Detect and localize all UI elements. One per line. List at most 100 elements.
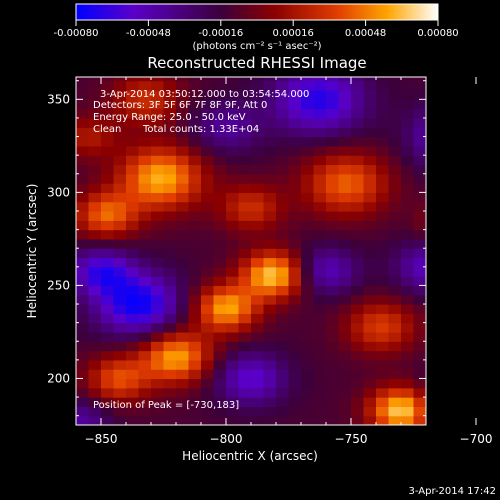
heatmap-cell xyxy=(313,90,327,100)
heatmap-cell xyxy=(176,387,190,398)
heatmap-cell xyxy=(413,331,426,342)
heatmap-cell xyxy=(238,397,252,407)
heatmap-cell xyxy=(263,359,277,370)
heatmap-cell xyxy=(401,80,415,91)
heatmap-cell xyxy=(401,369,415,380)
heatmap-cell xyxy=(163,313,177,324)
heatmap-cell xyxy=(151,313,165,324)
heatmap-cell xyxy=(288,257,302,268)
heatmap-cell xyxy=(188,276,202,287)
heatmap-cell xyxy=(76,331,90,342)
heatmap-cell xyxy=(326,192,340,203)
heatmap-cell xyxy=(363,415,377,425)
heatmap-cell xyxy=(301,341,315,352)
heatmap-cell xyxy=(388,77,402,82)
heatmap-cell xyxy=(376,210,390,221)
heatmap-cell xyxy=(213,248,227,259)
heatmap-cell xyxy=(288,387,302,398)
heatmap-cell xyxy=(163,192,177,203)
heatmap-cell xyxy=(101,108,115,119)
heatmap-cell xyxy=(138,183,152,193)
heatmap-cell xyxy=(413,201,426,212)
heatmap-cell xyxy=(363,201,377,212)
heatmap-cell xyxy=(413,341,426,352)
heatmap-cell xyxy=(88,238,102,249)
heatmap-cell xyxy=(313,127,327,138)
footer-date: 3-Apr-2014 17:42 xyxy=(409,486,496,497)
heatmap-cell xyxy=(376,201,390,212)
heatmap-cell xyxy=(326,313,340,324)
heatmap-cell xyxy=(226,341,240,352)
heatmap-cell xyxy=(101,406,115,417)
heatmap-cell xyxy=(76,266,90,277)
heatmap-cell xyxy=(76,387,90,398)
heatmap-cell xyxy=(151,192,165,203)
heatmap-cell xyxy=(88,313,102,324)
heatmap-cell xyxy=(251,145,265,156)
heatmap-cell xyxy=(88,415,102,425)
heatmap-cell xyxy=(401,90,415,100)
x-axis-ticks: −850 −800 −750 −700 xyxy=(75,77,492,446)
heatmap-cell xyxy=(238,406,252,417)
heatmap-cell xyxy=(413,276,426,287)
heatmap-cell xyxy=(213,406,227,417)
colorbar-units: (photons cm⁻² s⁻¹ asec⁻²) xyxy=(192,41,321,52)
heatmap-cell xyxy=(238,127,252,138)
heatmap-cell xyxy=(326,220,340,231)
heatmap-cell xyxy=(238,276,252,287)
heatmap-cell xyxy=(176,359,190,370)
heatmap-cell xyxy=(188,369,202,380)
heatmap-cell xyxy=(163,387,177,398)
heatmap-cell xyxy=(338,173,352,184)
heatmap-cell xyxy=(176,238,190,249)
colorbar-tick-label: -0.00048 xyxy=(126,28,171,39)
heatmap-cell xyxy=(388,90,402,100)
heatmap-cell xyxy=(401,406,415,417)
heatmap-cell xyxy=(313,285,327,296)
heatmap-cell xyxy=(126,117,140,128)
heatmap-cell xyxy=(151,90,165,100)
heatmap-cell xyxy=(163,331,177,342)
heatmap-cell xyxy=(313,136,327,147)
heatmap-cell xyxy=(326,183,340,193)
heatmap-cell xyxy=(101,164,115,175)
heatmap-cell xyxy=(113,136,127,147)
heatmap-cell xyxy=(226,387,240,398)
heatmap-cell xyxy=(226,164,240,175)
heatmap-cell xyxy=(138,192,152,203)
heatmap-cell xyxy=(313,294,327,305)
heatmap-cell xyxy=(201,80,215,91)
heatmap-cell xyxy=(413,155,426,166)
heatmap-cell xyxy=(213,145,227,156)
heatmap-cell xyxy=(351,331,365,342)
heatmap-cell xyxy=(138,210,152,221)
heatmap-cell xyxy=(213,173,227,184)
heatmap-cell xyxy=(376,248,390,259)
heatmap-cell xyxy=(363,80,377,91)
heatmap-cell xyxy=(88,397,102,407)
heatmap-cell xyxy=(188,285,202,296)
heatmap-cell xyxy=(176,378,190,389)
heatmap-cell xyxy=(263,350,277,361)
heatmap-cell xyxy=(101,359,115,370)
heatmap-cell xyxy=(226,285,240,296)
heatmap-cell xyxy=(251,173,265,184)
heatmap-cell xyxy=(188,304,202,314)
heatmap-cell xyxy=(88,257,102,268)
heatmap-cell xyxy=(163,257,177,268)
heatmap-cell xyxy=(138,229,152,240)
heatmap-cell xyxy=(351,406,365,417)
heatmap-cell xyxy=(226,201,240,212)
heatmap-cell xyxy=(251,350,265,361)
heatmap-cell xyxy=(326,201,340,212)
heatmap-cell xyxy=(351,369,365,380)
heatmap-cell xyxy=(263,173,277,184)
heatmap-cell xyxy=(388,183,402,193)
heatmap-cell xyxy=(326,378,340,389)
heatmap-cell xyxy=(201,257,215,268)
heatmap-cell xyxy=(76,155,90,166)
heatmap-cell xyxy=(288,415,302,425)
heatmap-cell xyxy=(301,397,315,407)
heatmap-cell xyxy=(151,136,165,147)
heatmap-cell xyxy=(351,90,365,100)
